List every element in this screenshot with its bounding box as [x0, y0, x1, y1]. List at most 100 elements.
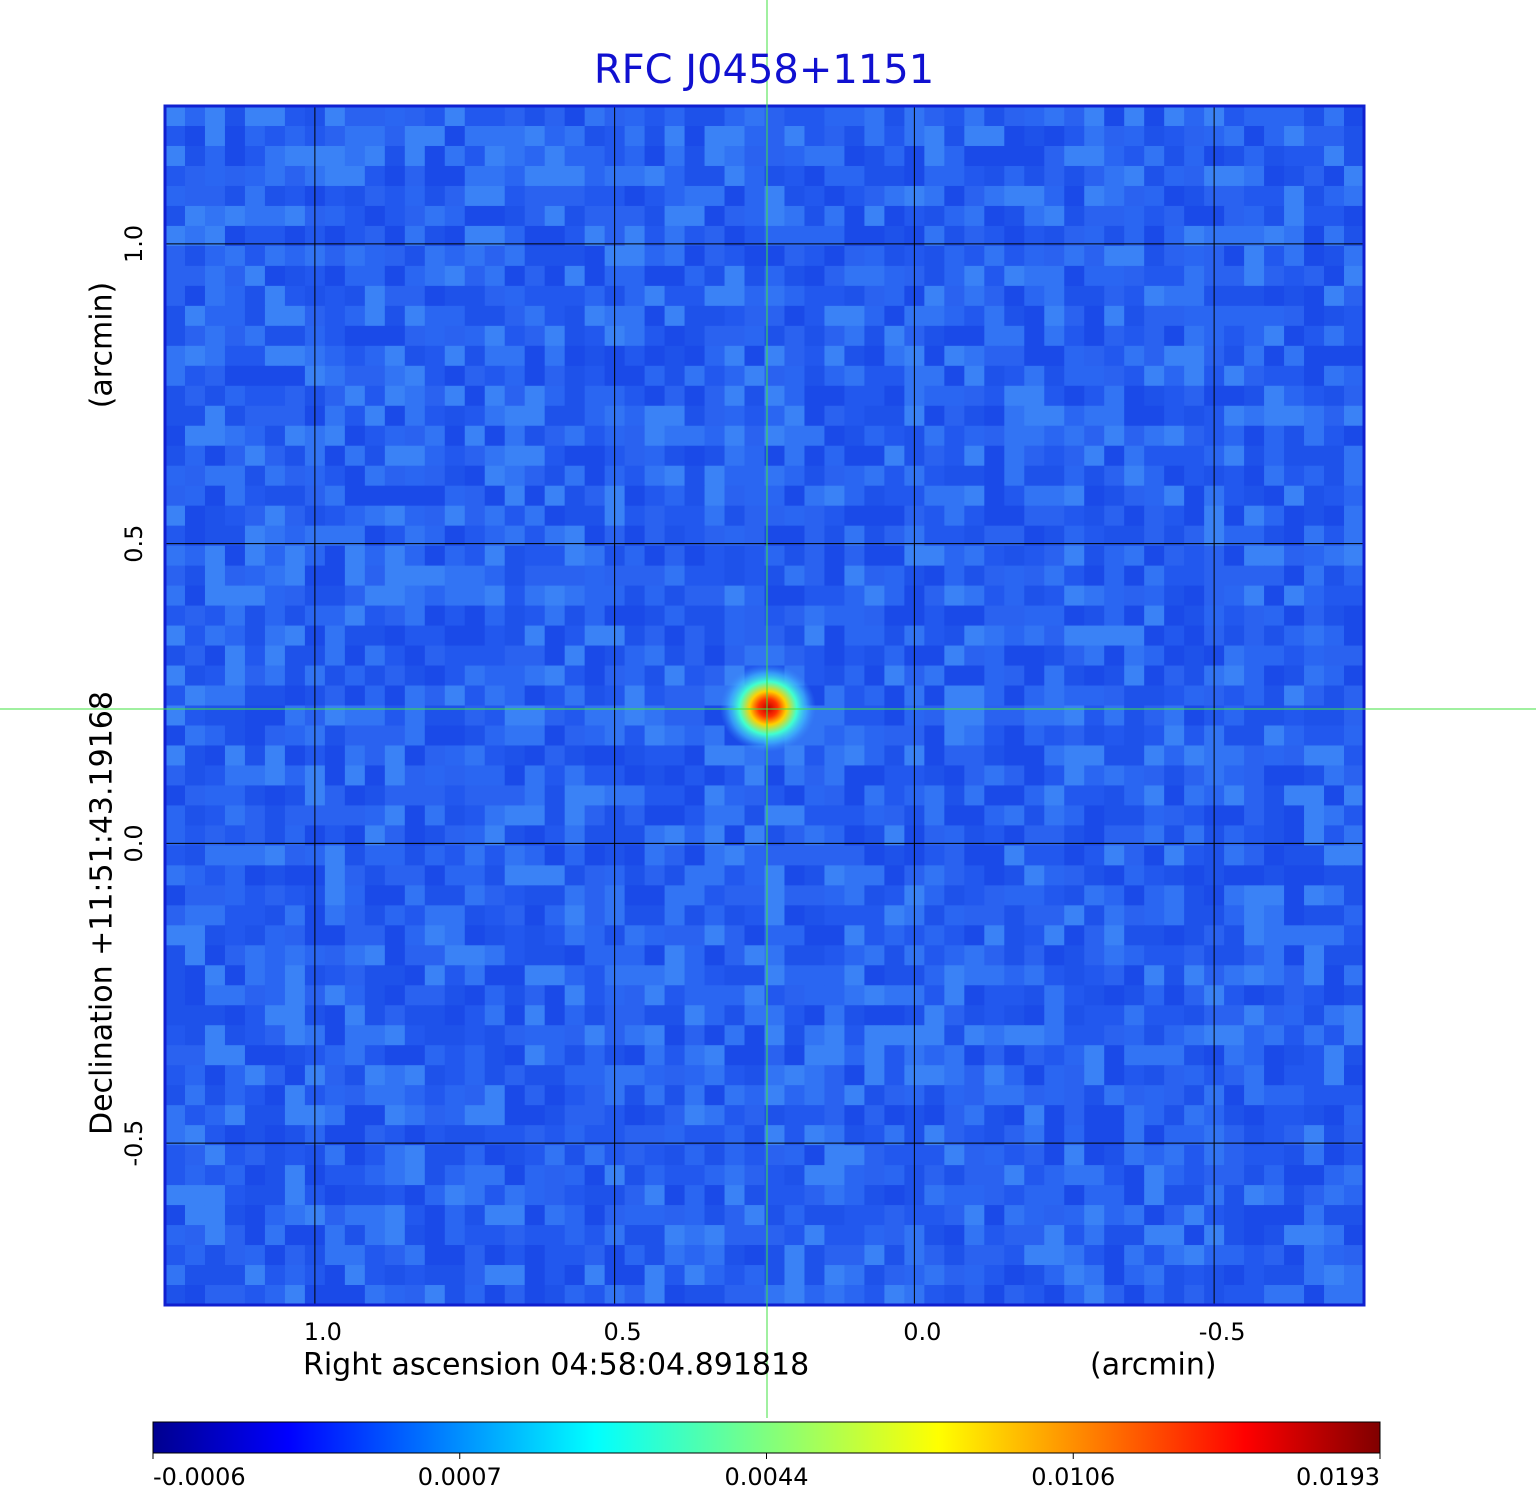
- pixel: [624, 985, 646, 1006]
- pixel: [324, 145, 346, 167]
- pixel: [1084, 405, 1105, 427]
- pixel: [1104, 1225, 1125, 1246]
- pixel: [224, 685, 246, 706]
- pixel: [684, 125, 706, 147]
- pixel: [784, 985, 805, 1006]
- pixel: [1144, 445, 1165, 467]
- pixel: [724, 1225, 746, 1246]
- pixel: [444, 265, 466, 287]
- pixel: [1304, 205, 1325, 227]
- pixel: [784, 425, 805, 447]
- pixel: [1244, 1165, 1265, 1186]
- pixel: [344, 705, 366, 726]
- pixel: [864, 425, 885, 447]
- pixel: [744, 1025, 765, 1046]
- pixel: [824, 1025, 845, 1046]
- pixel: [1024, 125, 1045, 147]
- pixel: [424, 985, 446, 1006]
- pixel: [184, 1065, 206, 1086]
- pixel: [844, 145, 865, 167]
- pixel: [1244, 205, 1265, 227]
- colorbar-tick-label: -0.0006: [153, 1463, 246, 1491]
- pixel: [924, 505, 945, 527]
- pixel: [644, 605, 666, 627]
- pixel: [1304, 765, 1325, 786]
- pixel: [1104, 1245, 1125, 1266]
- pixel: [704, 505, 726, 527]
- pixel: [1124, 965, 1145, 986]
- pixel: [924, 765, 945, 786]
- pixel: [264, 205, 286, 227]
- pixel: [1084, 1025, 1105, 1046]
- pixel: [244, 1265, 266, 1286]
- pixel: [1024, 106, 1045, 127]
- pixel: [1044, 1065, 1065, 1086]
- pixel: [504, 985, 526, 1006]
- pixel: [324, 245, 346, 267]
- pixel: [224, 665, 246, 687]
- pixel: [1184, 325, 1205, 347]
- pixel: [664, 1265, 686, 1286]
- pixel: [884, 225, 905, 247]
- pixel: [804, 1245, 825, 1266]
- pixel: [1284, 145, 1305, 167]
- pixel: [644, 145, 666, 167]
- pixel: [1104, 605, 1125, 627]
- pixel: [404, 805, 426, 826]
- pixel: [804, 1045, 825, 1066]
- pixel: [344, 1285, 366, 1306]
- pixel: [824, 1005, 845, 1026]
- pixel: [744, 305, 765, 327]
- pixel: [1064, 585, 1085, 607]
- pixel: [684, 765, 706, 786]
- pixel: [544, 425, 566, 447]
- pixel: [1104, 245, 1125, 267]
- pixel: [804, 945, 825, 966]
- pixel: [724, 305, 746, 327]
- pixel: [964, 485, 985, 507]
- pixel: [1084, 325, 1105, 347]
- pixel: [844, 365, 865, 387]
- pixel: [884, 165, 905, 187]
- pixel: [684, 685, 706, 706]
- pixel: [464, 1105, 486, 1126]
- pixel: [324, 205, 346, 227]
- pixel: [284, 1085, 306, 1106]
- pixel: [704, 1025, 726, 1046]
- pixel: [724, 565, 746, 587]
- pixel: [244, 285, 266, 307]
- pixel: [964, 1045, 985, 1066]
- pixel: [1164, 165, 1185, 187]
- pixel: [924, 485, 945, 507]
- pixel: [344, 985, 366, 1006]
- y-axis-label: Declination +11:51:43.19168: [85, 691, 120, 1135]
- pixel: [484, 1005, 506, 1026]
- pixel: [644, 985, 666, 1006]
- pixel: [984, 945, 1005, 966]
- pixel: [444, 765, 466, 786]
- pixel: [884, 1205, 905, 1226]
- pixel: [284, 885, 306, 906]
- pixel: [1324, 165, 1345, 187]
- pixel: [764, 1125, 785, 1146]
- pixel: [804, 905, 825, 926]
- pixel: [704, 345, 726, 367]
- pixel: [784, 1205, 805, 1226]
- pixel: [364, 1085, 386, 1106]
- pixel: [844, 645, 865, 667]
- pixel: [1164, 1105, 1185, 1126]
- pixel: [1064, 985, 1085, 1006]
- pixel: [244, 205, 266, 227]
- pixel: [584, 605, 606, 627]
- pixel: [764, 925, 785, 946]
- pixel: [824, 285, 845, 307]
- pixel: [1124, 665, 1145, 687]
- pixel: [844, 1245, 865, 1266]
- pixel: [1244, 1005, 1265, 1026]
- pixel: [1184, 1005, 1205, 1026]
- pixel: [284, 905, 306, 926]
- pixel: [1064, 1005, 1085, 1026]
- pixel: [664, 465, 686, 487]
- pixel: [1324, 305, 1345, 327]
- pixel: [1324, 525, 1345, 547]
